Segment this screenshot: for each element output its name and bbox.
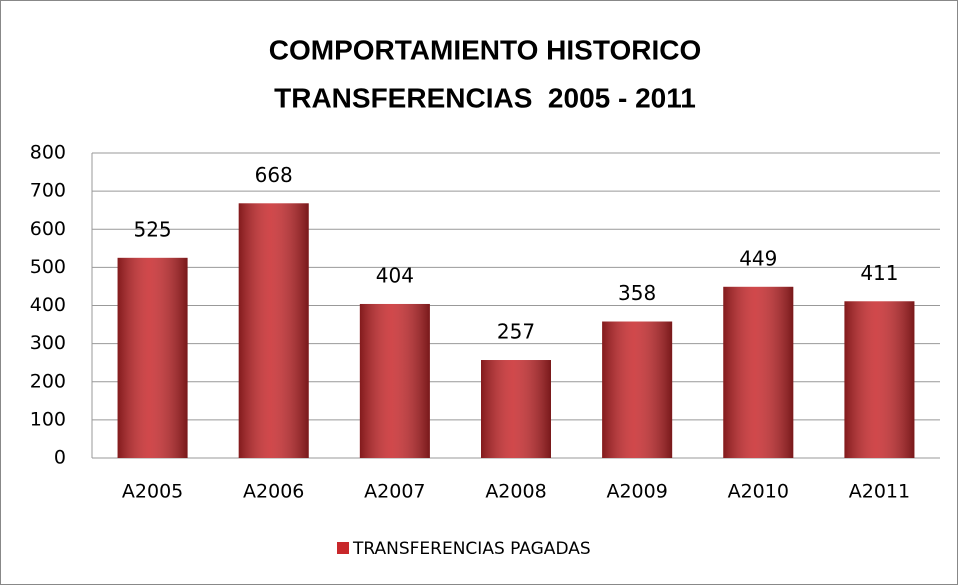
value-label: 525 xyxy=(133,217,171,241)
y-tick-label: 100 xyxy=(30,408,66,430)
chart-title: COMPORTAMIENTO HISTORICO xyxy=(269,34,701,65)
value-label: 411 xyxy=(860,261,898,285)
value-label: 668 xyxy=(255,163,293,187)
value-label: 449 xyxy=(739,246,777,270)
x-tick-label: A2009 xyxy=(606,481,667,503)
bar-shade xyxy=(723,286,794,458)
y-tick-label: 200 xyxy=(30,370,66,392)
y-tick-label: 400 xyxy=(30,294,66,316)
y-tick-label: 700 xyxy=(30,180,66,202)
y-tick-label: 800 xyxy=(30,142,66,164)
value-label: 257 xyxy=(497,320,535,344)
legend-label: TRANSFERENCIAS PAGADAS xyxy=(352,539,591,559)
bar-shade xyxy=(117,257,188,458)
x-tick-label: A2006 xyxy=(243,481,304,503)
bar-shade xyxy=(844,301,915,458)
legend-marker xyxy=(337,542,349,554)
x-tick-label: A2011 xyxy=(849,481,910,503)
x-tick-label: A2010 xyxy=(728,481,789,503)
y-tick-label: 500 xyxy=(30,256,66,278)
value-label: 404 xyxy=(376,263,414,287)
x-tick-label: A2008 xyxy=(485,481,546,503)
bar-shade xyxy=(481,360,551,458)
y-tick-label: 600 xyxy=(30,218,66,240)
value-label: 358 xyxy=(618,281,656,305)
chart-title: TRANSFERENCIAS 2005 - 2011 xyxy=(274,82,696,113)
y-tick-label: 0 xyxy=(54,447,66,469)
bar-shade xyxy=(238,203,309,458)
y-tick-label: 300 xyxy=(30,332,66,354)
bar-shade xyxy=(359,303,430,458)
x-tick-label: A2005 xyxy=(122,481,183,503)
x-tick-label: A2007 xyxy=(364,481,425,503)
bar-shade xyxy=(602,321,673,458)
